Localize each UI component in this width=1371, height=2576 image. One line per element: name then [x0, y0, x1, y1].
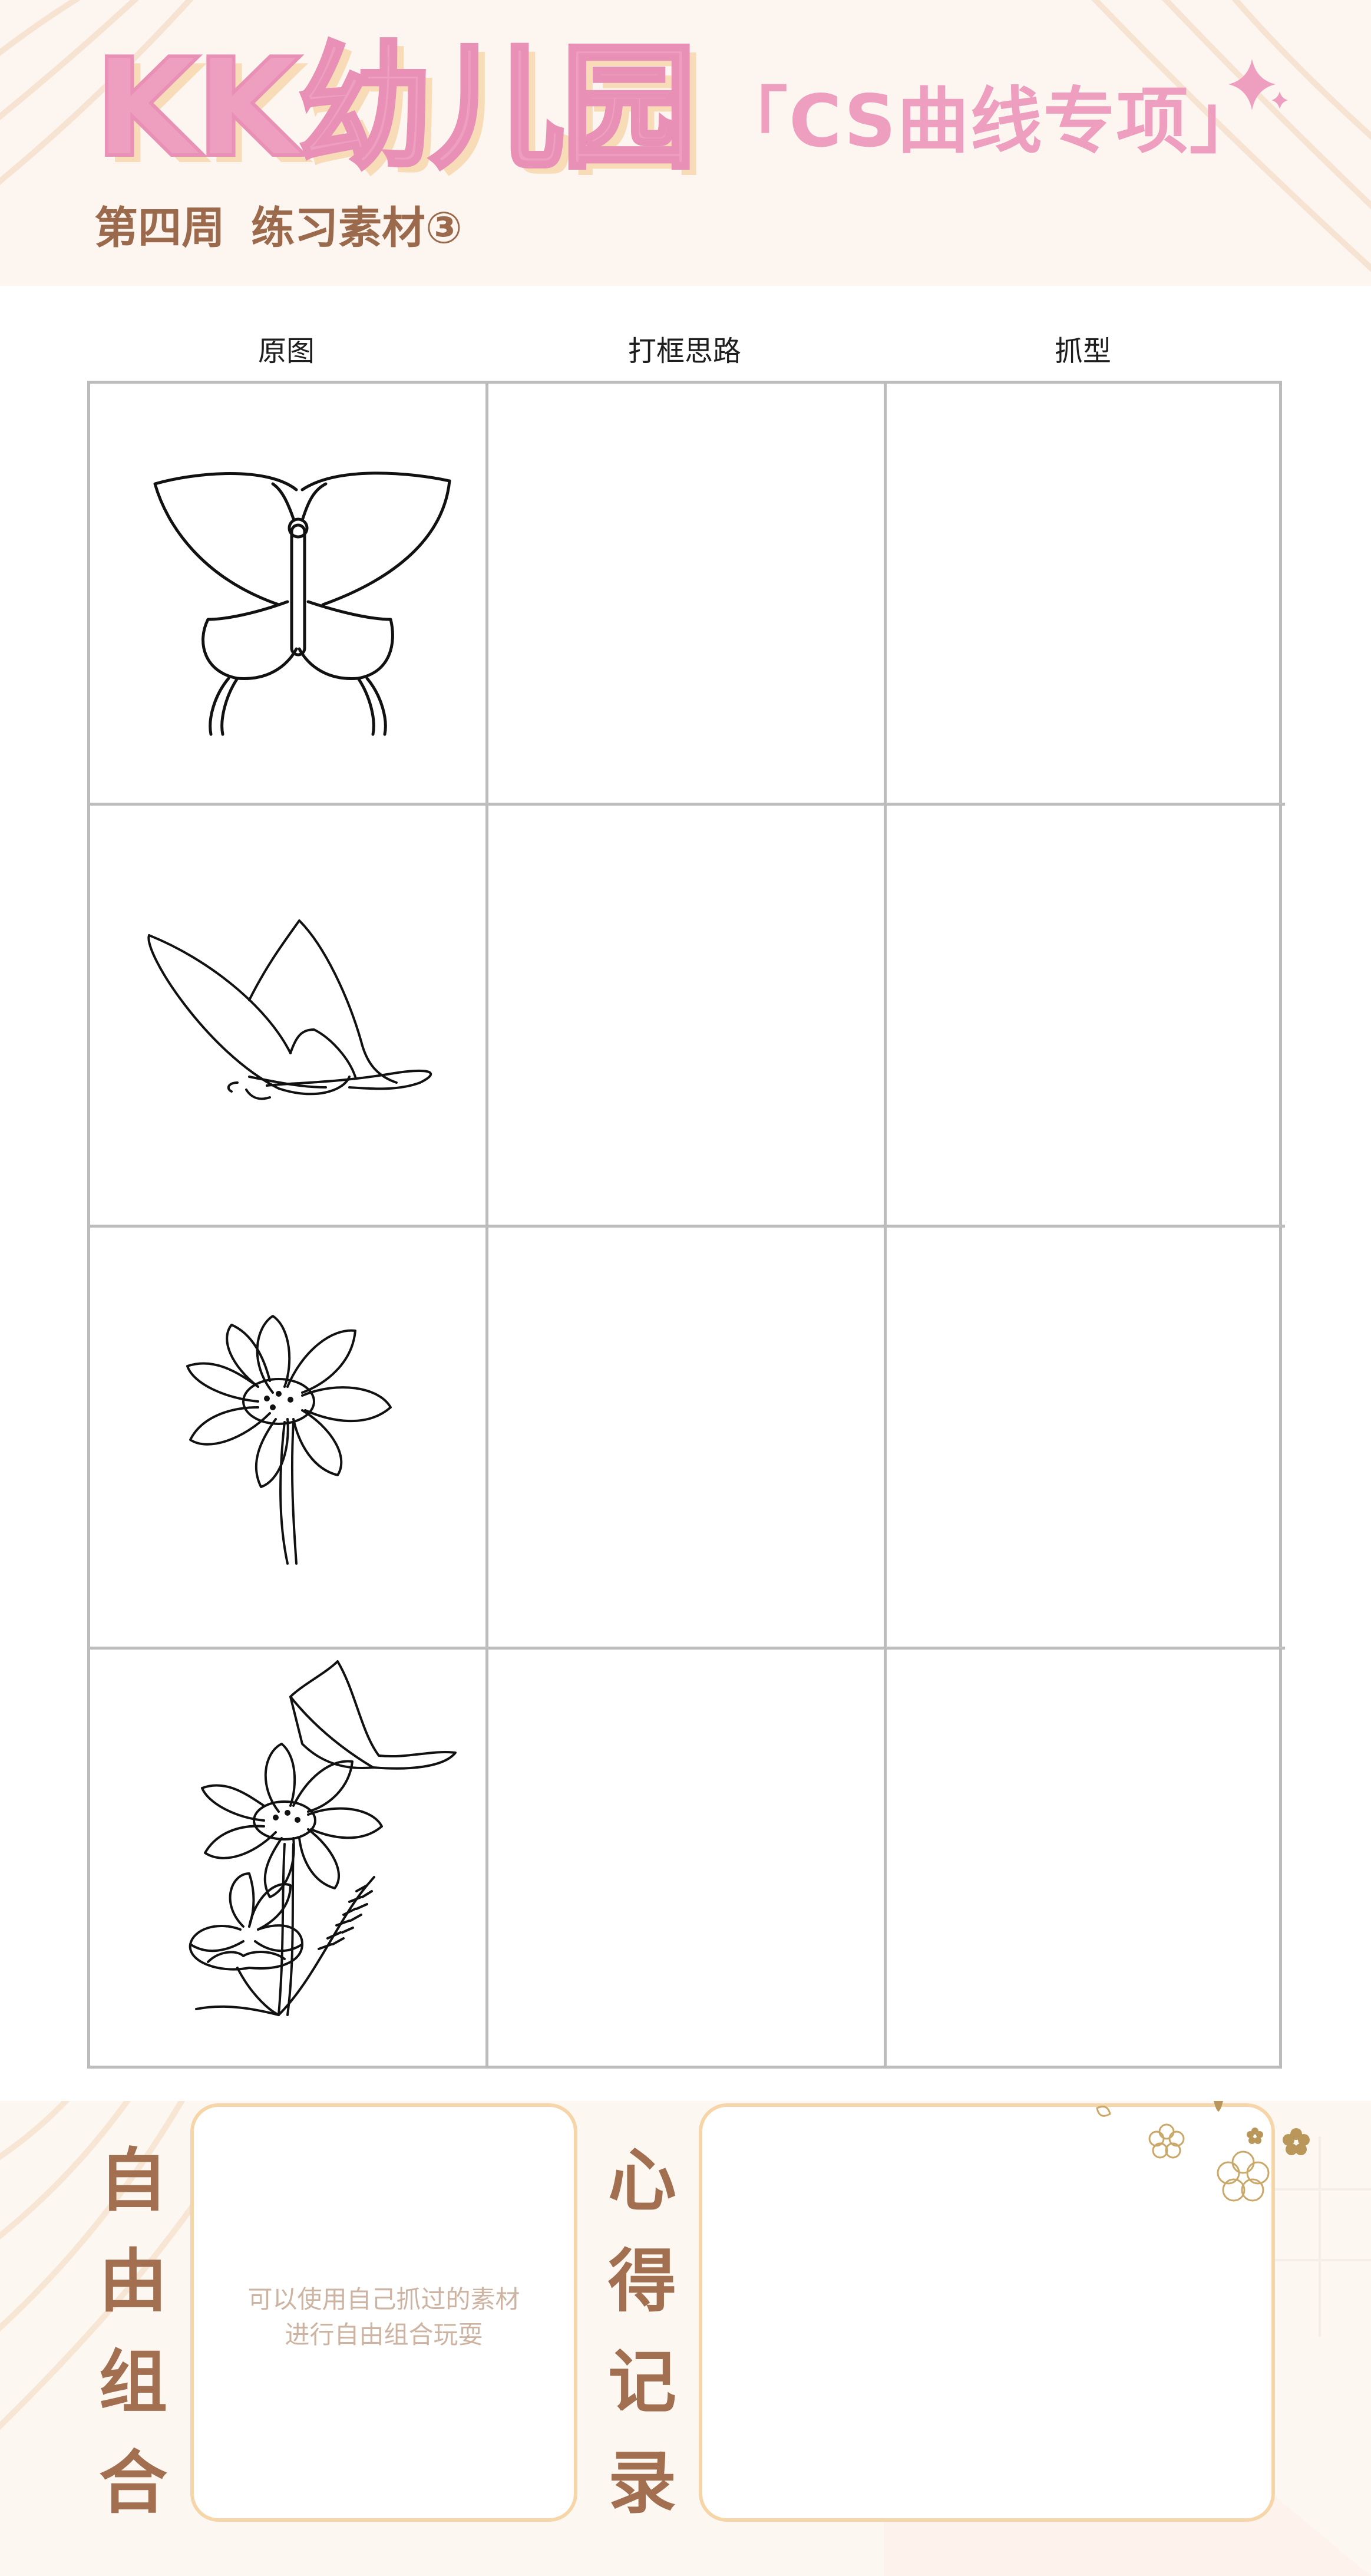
column-header-shape: 抓型	[1054, 335, 1111, 368]
flowers-butterfly-drawing	[189, 1660, 457, 2016]
daisy-flower-drawing	[186, 1315, 392, 1565]
cell-framing-1[interactable]	[488, 384, 887, 806]
cell-shape-4[interactable]	[887, 1650, 1285, 2069]
page-header: KK幼儿园 「CS曲线专项」 第四周 练习素材③	[0, 0, 1371, 286]
column-header-framing: 打框思路	[627, 335, 741, 368]
cell-shape-1[interactable]	[887, 384, 1285, 806]
cell-framing-3[interactable]	[488, 1228, 887, 1650]
subtitle-material: 练习素材③	[251, 203, 462, 253]
cell-shape-3[interactable]	[887, 1228, 1285, 1650]
topic-title: 「CS曲线专项」	[716, 80, 1263, 163]
cell-original-daisy	[90, 1228, 488, 1650]
column-header-original: 原图	[257, 335, 315, 368]
cell-shape-2[interactable]	[887, 806, 1285, 1228]
cell-framing-2[interactable]	[488, 806, 887, 1228]
cell-original-butterfly-side	[90, 806, 488, 1228]
butterfly-side-drawing	[147, 919, 432, 1100]
butterfly-front-drawing	[153, 471, 451, 736]
notes-title: 心 得 记 录	[608, 2141, 676, 2523]
notes-box[interactable]	[699, 2103, 1275, 2522]
cell-original-butterfly-front	[90, 384, 488, 806]
practice-table	[87, 381, 1285, 2069]
page-footer: 自 由 组 合 可以使用自己抓过的素材 进行自由组合玩耍 心 得 记 录	[0, 2101, 1371, 2576]
sparkle-icon	[1228, 59, 1288, 110]
free-combo-box[interactable]: 可以使用自己抓过的素材 进行自由组合玩耍	[190, 2103, 577, 2522]
page-subtitle: 第四周 练习素材③	[94, 206, 488, 250]
cherry-blossom-icon	[1096, 2101, 1310, 2202]
cell-framing-4[interactable]	[488, 1650, 887, 2069]
header-wave-decoration	[0, 0, 1371, 272]
subtitle-week: 第四周	[94, 203, 225, 253]
free-combo-hint: 可以使用自己抓过的素材 进行自由组合玩耍	[247, 2285, 520, 2349]
free-combo-title: 自 由 组 合	[99, 2141, 167, 2523]
brand-title: KK幼儿园	[92, 30, 698, 187]
cell-original-flowers-butterfly	[90, 1650, 488, 2069]
